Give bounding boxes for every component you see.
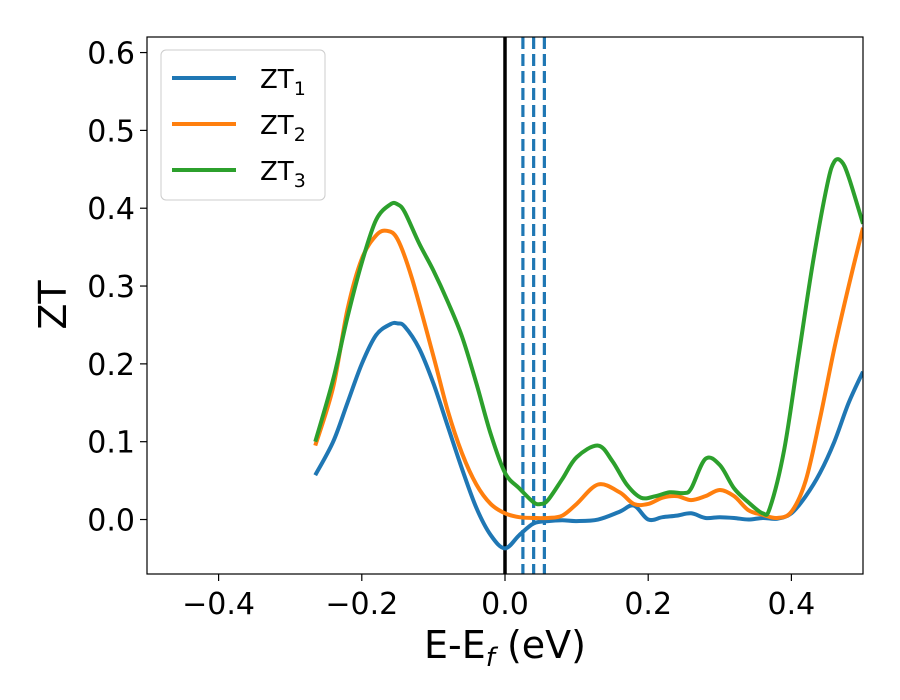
y-tick-label: 0.1 [87, 426, 135, 461]
x-axis: −0.4 −0.2 0.0 0.2 0.4 [182, 574, 815, 622]
series-line-zt3 [313, 157, 863, 517]
y-tick-label: 0.4 [87, 192, 135, 227]
y-axis-title: ZT [31, 280, 75, 330]
x-tick-label: 0.2 [624, 587, 672, 622]
legend-frame [160, 49, 326, 201]
y-tick-label: 0.5 [87, 114, 135, 149]
y-tick-label: 0.0 [87, 504, 135, 539]
legend-label-zt3: ZT3 [260, 157, 306, 192]
legend-label-zt1: ZT1 [260, 65, 306, 100]
x-tick-label: −0.2 [325, 587, 398, 622]
y-axis: 0.0 0.1 0.2 0.3 0.4 0.5 0.6 [87, 37, 147, 539]
legend-label-zt2: ZT2 [260, 111, 306, 146]
series-layer [313, 157, 863, 551]
y-tick-label: 0.2 [87, 348, 135, 383]
x-tick-label: 0.0 [481, 587, 529, 622]
reference-lines [503, 37, 546, 574]
series-line-zt1 [313, 320, 863, 551]
x-tick-label: 0.4 [768, 587, 816, 622]
legend: ZT1 ZT2 ZT3 [160, 49, 326, 201]
x-axis-title: E-Ef (eV) [424, 623, 586, 673]
x-tick-label: −0.4 [182, 587, 255, 622]
y-tick-label: 0.3 [87, 270, 135, 305]
series-line-zt2 [313, 227, 863, 521]
y-tick-label: 0.6 [87, 37, 135, 72]
